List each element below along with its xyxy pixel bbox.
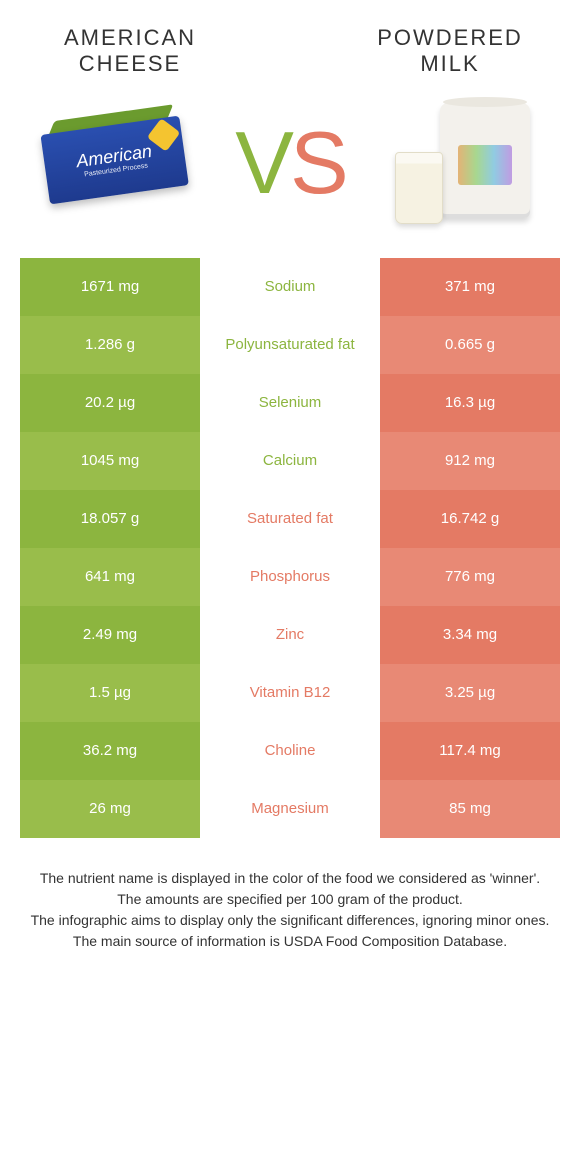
vs-label: VS xyxy=(235,119,344,207)
footnote-line: The main source of information is USDA F… xyxy=(30,931,550,952)
nutrient-label: Saturated fat xyxy=(200,490,380,548)
table-row: 20.2 µgSelenium16.3 µg xyxy=(20,374,560,432)
right-food-title: POWDERED MILK xyxy=(350,25,550,78)
right-food-image xyxy=(380,98,550,228)
left-food-image: American Pasteurized Process xyxy=(30,98,200,228)
nutrient-label: Phosphorus xyxy=(200,548,380,606)
left-value: 2.49 mg xyxy=(20,606,200,664)
vs-s: S xyxy=(290,113,345,212)
right-value: 0.665 g xyxy=(380,316,560,374)
left-value: 18.057 g xyxy=(20,490,200,548)
nutrient-table: 1671 mgSodium371 mg1.286 gPolyunsaturate… xyxy=(20,258,560,838)
table-row: 36.2 mgCholine117.4 mg xyxy=(20,722,560,780)
nutrient-label: Choline xyxy=(200,722,380,780)
nutrient-label: Magnesium xyxy=(200,780,380,838)
left-value: 641 mg xyxy=(20,548,200,606)
table-row: 1.286 gPolyunsaturated fat0.665 g xyxy=(20,316,560,374)
nutrient-label: Polyunsaturated fat xyxy=(200,316,380,374)
table-row: 2.49 mgZinc3.34 mg xyxy=(20,606,560,664)
left-value: 20.2 µg xyxy=(20,374,200,432)
table-row: 1.5 µgVitamin B123.25 µg xyxy=(20,664,560,722)
nutrient-label: Calcium xyxy=(200,432,380,490)
images-row: American Pasteurized Process VS xyxy=(0,88,580,258)
left-value: 36.2 mg xyxy=(20,722,200,780)
table-row: 641 mgPhosphorus776 mg xyxy=(20,548,560,606)
table-row: 1045 mgCalcium912 mg xyxy=(20,432,560,490)
table-row: 26 mgMagnesium85 mg xyxy=(20,780,560,838)
table-row: 18.057 gSaturated fat16.742 g xyxy=(20,490,560,548)
right-value: 3.34 mg xyxy=(380,606,560,664)
footnotes: The nutrient name is displayed in the co… xyxy=(0,838,580,992)
footnote-line: The infographic aims to display only the… xyxy=(30,910,550,931)
left-value: 1045 mg xyxy=(20,432,200,490)
nutrient-label: Selenium xyxy=(200,374,380,432)
vs-v: V xyxy=(235,113,290,212)
right-value: 16.3 µg xyxy=(380,374,560,432)
right-value: 85 mg xyxy=(380,780,560,838)
footnote-line: The amounts are specified per 100 gram o… xyxy=(30,889,550,910)
header: AMERICAN CHEESE POWDERED MILK xyxy=(0,0,580,88)
left-value: 1.286 g xyxy=(20,316,200,374)
right-value: 776 mg xyxy=(380,548,560,606)
left-value: 1.5 µg xyxy=(20,664,200,722)
left-value: 1671 mg xyxy=(20,258,200,316)
cheese-icon: American Pasteurized Process xyxy=(40,116,189,210)
right-value: 3.25 µg xyxy=(380,664,560,722)
right-value: 16.742 g xyxy=(380,490,560,548)
left-food-title: AMERICAN CHEESE xyxy=(30,25,230,78)
footnote-line: The nutrient name is displayed in the co… xyxy=(30,868,550,889)
nutrient-label: Sodium xyxy=(200,258,380,316)
table-row: 1671 mgSodium371 mg xyxy=(20,258,560,316)
nutrient-label: Zinc xyxy=(200,606,380,664)
right-value: 371 mg xyxy=(380,258,560,316)
milk-icon xyxy=(390,98,540,228)
left-value: 26 mg xyxy=(20,780,200,838)
nutrient-label: Vitamin B12 xyxy=(200,664,380,722)
right-value: 117.4 mg xyxy=(380,722,560,780)
right-value: 912 mg xyxy=(380,432,560,490)
